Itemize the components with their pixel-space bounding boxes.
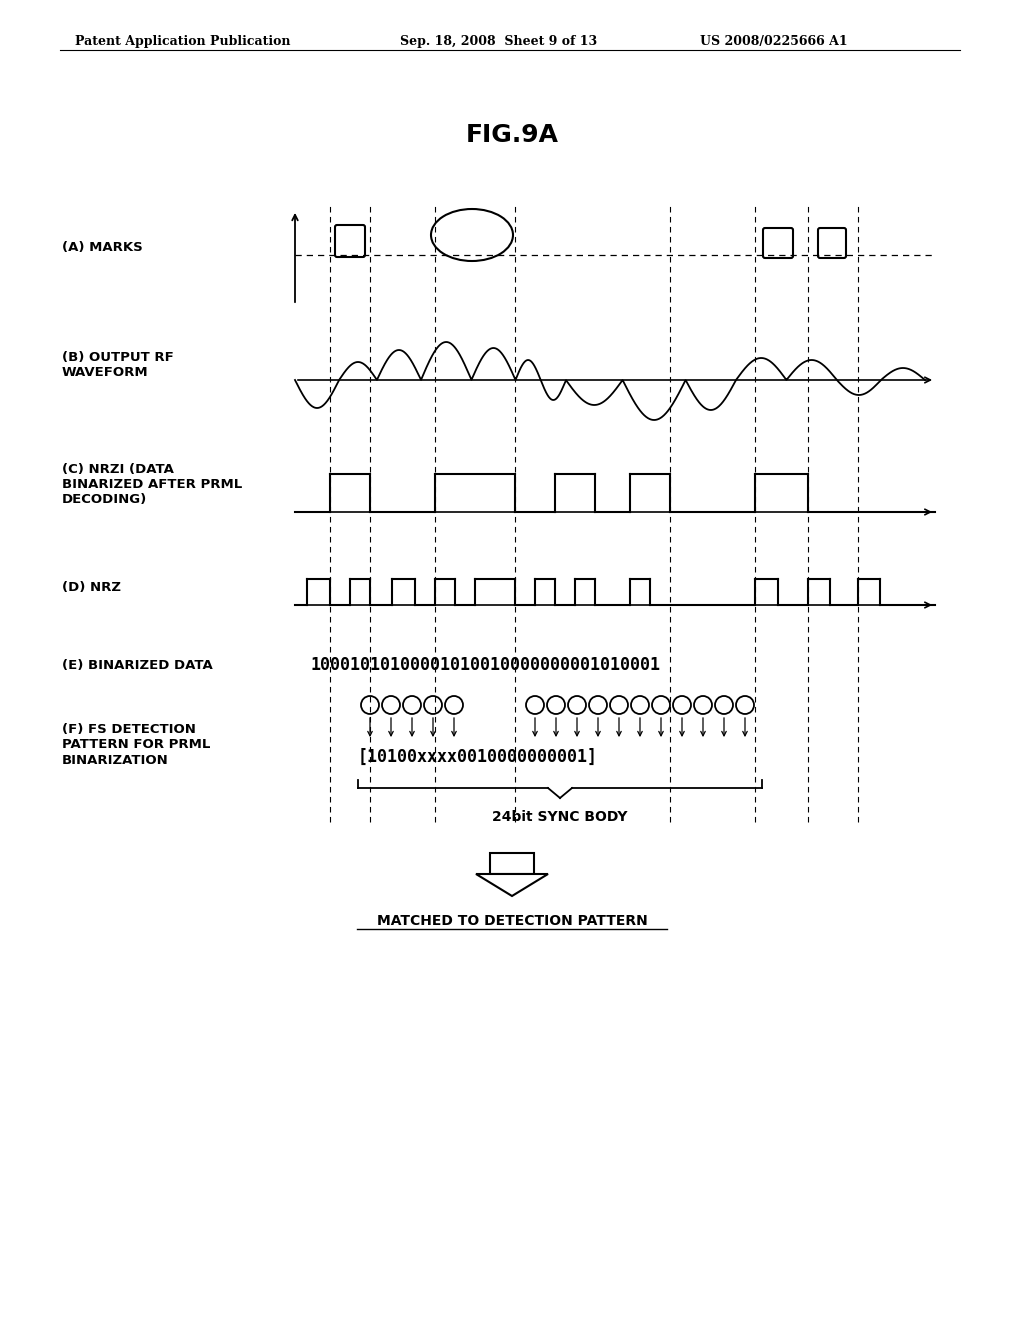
Text: FIG.9A: FIG.9A: [466, 123, 558, 147]
Text: Sep. 18, 2008  Sheet 9 of 13: Sep. 18, 2008 Sheet 9 of 13: [400, 36, 597, 48]
Text: (A) MARKS: (A) MARKS: [62, 240, 142, 253]
Bar: [490, 853, 534, 874]
Text: (D) NRZ: (D) NRZ: [62, 581, 121, 594]
Text: (F) FS DETECTION
PATTERN FOR PRML
BINARIZATION: (F) FS DETECTION PATTERN FOR PRML BINARI…: [62, 723, 210, 767]
Text: (E) BINARIZED DATA: (E) BINARIZED DATA: [62, 659, 213, 672]
Text: [10100xxxx0010000000001]: [10100xxxx0010000000001]: [358, 748, 598, 766]
Text: MATCHED TO DETECTION PATTERN: MATCHED TO DETECTION PATTERN: [377, 913, 647, 928]
Text: (C) NRZI (DATA
BINARIZED AFTER PRML
DECODING): (C) NRZI (DATA BINARIZED AFTER PRML DECO…: [62, 462, 243, 506]
Text: US 2008/0225666 A1: US 2008/0225666 A1: [700, 36, 848, 48]
Text: Patent Application Publication: Patent Application Publication: [75, 36, 291, 48]
Text: 10001010100001010010000000001010001: 10001010100001010010000000001010001: [310, 656, 660, 675]
Text: 24bit SYNC BODY: 24bit SYNC BODY: [493, 810, 628, 824]
Polygon shape: [476, 874, 548, 896]
Text: (B) OUTPUT RF
WAVEFORM: (B) OUTPUT RF WAVEFORM: [62, 351, 174, 380]
